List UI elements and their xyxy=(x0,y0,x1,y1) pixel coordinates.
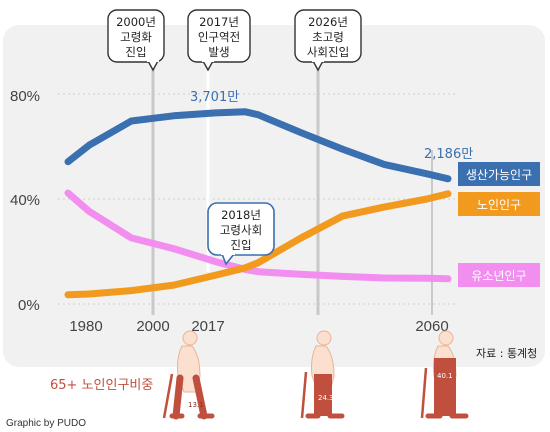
y-tick-0: 0% xyxy=(18,297,40,314)
x-tick-1980: 1980 xyxy=(69,318,102,335)
callout-2017: 2017년 인구역전 발생 xyxy=(187,9,251,72)
callout-2000: 2000년 고령화 진입 xyxy=(107,9,165,72)
callout-2026: 2026년 초고령 사회진입 xyxy=(294,9,362,72)
series-line-working-age xyxy=(64,108,452,183)
y-tick-40: 40% xyxy=(10,192,40,209)
y-tick-80: 80% xyxy=(10,88,40,105)
elderly-ratio-3: 40.1 xyxy=(437,372,453,380)
elderly-figure-1: 13.1 xyxy=(162,330,215,420)
elderly-ratio-2: 24.3 xyxy=(318,394,334,402)
x-tick-2000: 2000 xyxy=(136,318,169,335)
callout-2018-line1: 2018년 xyxy=(221,208,261,222)
legend-working-age: 생산가능인구 xyxy=(458,162,540,186)
legend-elderly: 노인인구 xyxy=(458,192,540,216)
gridlines xyxy=(58,93,455,305)
callout-2000-line3: 진입 xyxy=(125,45,146,59)
x-tick-2060: 2060 xyxy=(415,318,448,335)
callout-2000-line2: 고령화 xyxy=(120,30,152,44)
legend-working-age-label: 생산가능인구 xyxy=(466,168,532,182)
source-label: 자료 : 통계청 xyxy=(476,347,537,360)
legend-youth: 유소년인구 xyxy=(458,263,540,287)
callout-2017-line3: 발생 xyxy=(208,45,229,59)
credit-label: Graphic by PUDO xyxy=(6,418,86,429)
elderly-figure-3: 40.1 xyxy=(420,330,469,419)
elderly-ratio-label: 65+ 노인인구비중 xyxy=(50,378,153,393)
x-tick-2017: 2017 xyxy=(191,318,224,335)
callout-2018: 2018년 고령사회 진입 xyxy=(207,202,275,266)
callout-2026-line1: 2026년 xyxy=(308,15,348,29)
callout-2026-line3: 사회진입 xyxy=(307,45,349,59)
legend-youth-label: 유소년인구 xyxy=(471,269,526,283)
elderly-ratio-1: 13.1 xyxy=(188,401,204,409)
callout-2018-line2: 고령사회 xyxy=(220,223,262,237)
series-line-elderly xyxy=(64,190,452,299)
callout-2018-line3: 진입 xyxy=(230,238,251,252)
callout-2017-line2: 인구역전 xyxy=(198,30,240,44)
legend-elderly-label: 노인인구 xyxy=(477,198,521,212)
elderly-figure-2: 24.3 xyxy=(300,330,345,419)
series-line-youth xyxy=(64,189,452,283)
callout-2000-line1: 2000년 xyxy=(116,15,156,29)
callout-2026-line2: 초고령 xyxy=(312,30,344,44)
annotation-peak: 3,701만 xyxy=(190,90,239,105)
annotation-2060: 2,186만 xyxy=(424,147,473,162)
callout-2017-line1: 2017년 xyxy=(199,15,239,29)
